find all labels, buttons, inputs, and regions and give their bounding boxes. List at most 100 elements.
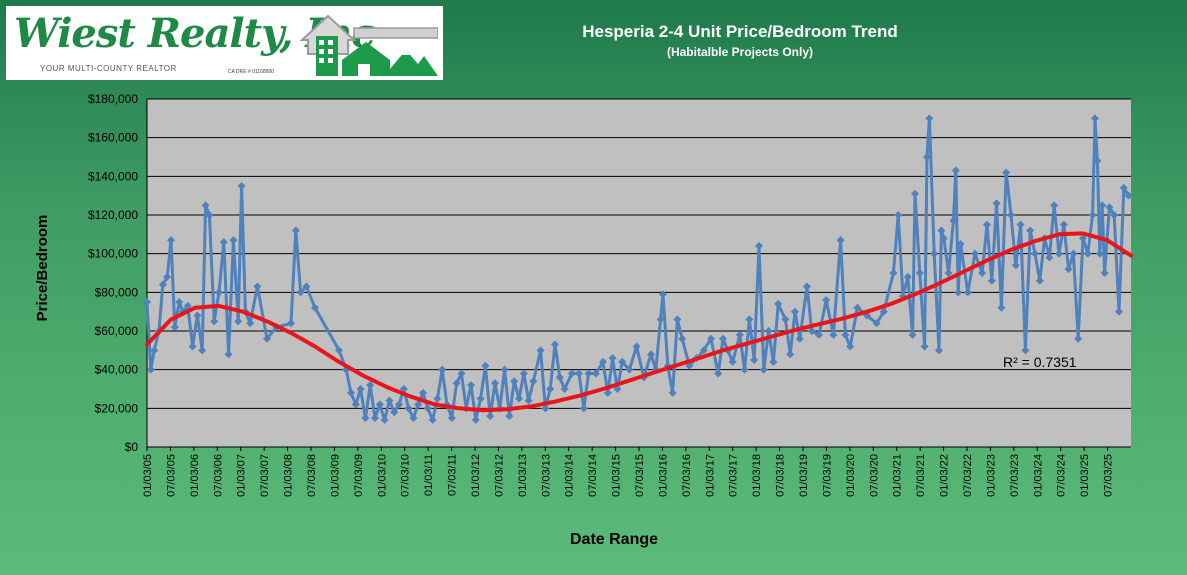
data-point [930,249,939,258]
x-tick-label: 07/03/12 [493,454,505,497]
data-point [510,377,519,386]
data-point [234,317,243,326]
data-point [500,365,509,374]
data-point [1074,334,1083,343]
data-point [1124,191,1133,200]
data-point [846,342,855,351]
x-tick-label: 01/03/06 [189,454,201,497]
x-tick-label: 01/03/19 [798,454,810,497]
data-point [764,327,773,335]
data-point [774,299,783,308]
y-axis-ticks: $0 $20,000 $40,000 $60,000 $80,000 $100,000 $1… [88,92,138,454]
x-axis-title: Date Range [570,531,658,548]
x-tick-label: 01/03/18 [751,454,763,497]
data-point [983,220,991,229]
data-point [719,334,727,343]
data-point [1110,211,1119,219]
data-point [1035,276,1044,285]
data-point [188,342,197,351]
data-point [894,211,903,219]
data-point [536,346,545,355]
data-point [1059,220,1068,229]
data-point [447,414,456,422]
data-point [170,323,179,332]
x-tick-label: 07/03/08 [306,454,318,497]
data-point [263,334,271,343]
x-tick-label: 07/03/18 [775,454,787,497]
data-point [356,385,365,393]
y-tick-label: $160,000 [88,131,138,145]
data-point [791,307,799,316]
data-point [560,385,569,393]
house-key-logo-icon [299,14,438,76]
logo-tagline: YOUR MULTI-COUNTY REALTOR [40,64,177,73]
y-tick-label: $20,000 [95,401,139,415]
data-point [647,350,655,359]
data-point [836,236,845,245]
data-point [210,317,219,326]
data-point [555,373,564,382]
data-point [815,330,823,339]
x-tick-label: 07/03/17 [728,454,740,497]
x-axis-ticks: 01/03/05 07/03/05 01/03/06 07/03/06 01/03/07… [142,447,1115,497]
data-point [476,394,485,403]
data-point [920,342,929,351]
data-point [954,288,963,297]
data-point [829,330,838,339]
data-point [390,408,399,417]
x-tick-label: 07/03/23 [1009,454,1021,497]
chart-subtitle: (Habitalble Projects Only) [666,45,814,59]
data-point [1098,201,1107,210]
x-tick-label: 01/03/17 [704,454,716,497]
data-point [158,280,167,289]
data-point [603,388,612,397]
data-point [618,357,627,366]
data-point [167,236,175,245]
data-point [471,415,480,424]
data-point [807,327,816,335]
data-point [1007,211,1015,219]
x-tick-label: 01/03/10 [376,454,388,497]
data-point [433,394,442,403]
data-point [215,288,223,297]
data-point [781,315,790,324]
data-point [385,396,394,405]
data-point [1119,183,1128,192]
data-point [740,365,749,374]
data-point [911,189,919,198]
data-point [409,414,418,422]
data-point [519,369,528,378]
data-point [949,216,958,225]
data-point [939,234,948,243]
data-point [944,269,953,277]
data-point [457,369,466,378]
data-point [841,330,850,339]
data-point [467,381,475,390]
data-point [380,415,389,424]
x-tick-label: 01/03/14 [564,454,576,497]
data-point [786,350,795,359]
y-tick-label: $80,000 [95,285,139,299]
data-point [659,290,667,299]
data-point [714,369,723,378]
data-point [699,346,708,355]
data-point [745,315,754,324]
y-tick-label: $120,000 [88,208,138,222]
data-point [1105,203,1114,212]
data-point [1083,249,1092,258]
company-logo: Wiest Realty, Inc YOUR MULTI-COUNTY REAL… [6,6,443,80]
x-tick-label: 01/03/08 [283,454,295,497]
data-point [1093,156,1102,165]
x-tick-label: 01/03/24 [1032,454,1044,497]
x-tick-label: 07/03/06 [212,454,224,497]
data-point [1095,249,1104,258]
data-point [491,379,499,388]
data-point [908,330,917,339]
data-point [579,404,588,413]
x-tick-label: 01/03/21 [892,454,904,497]
data-point [978,269,987,277]
data-point [311,303,319,312]
y-tick-label: $0 [125,440,139,454]
data-point [656,315,665,324]
